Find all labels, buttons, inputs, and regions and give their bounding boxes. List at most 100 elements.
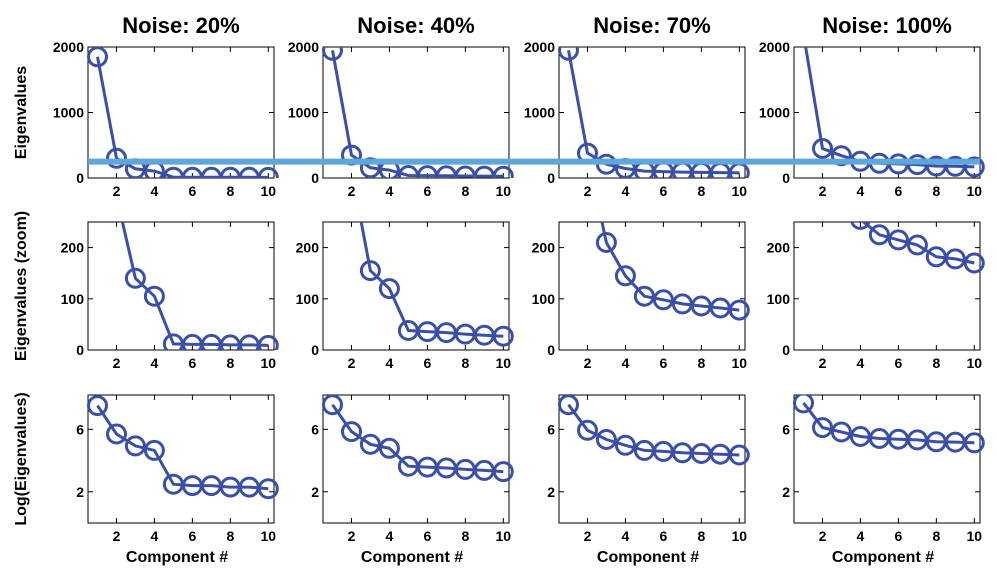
data-point	[378, 278, 400, 300]
y-tick-label: 6	[782, 421, 790, 437]
x-tick-label: 4	[386, 528, 394, 544]
x-axis-label: Component #	[597, 549, 699, 566]
panel: 0 100 200 2 4 6 8 10	[296, 221, 514, 371]
data-point	[944, 248, 966, 270]
x-tick-label: 2	[348, 355, 356, 371]
data-point	[830, 145, 852, 167]
row-ylabel: Eigenvalues (zoom)	[13, 211, 30, 361]
panel: 0 1000 2000 2 4 6 8 10	[288, 39, 514, 199]
y-tick-label: 1000	[759, 105, 790, 121]
y-tick-label: 0	[311, 170, 319, 186]
y-tick-label: 200	[61, 240, 85, 256]
x-tick-label: 2	[584, 528, 592, 544]
data-point	[106, 423, 127, 445]
panel: 0 1000 2000 2 4 6 8 10	[524, 39, 750, 199]
data-point	[322, 47, 343, 61]
y-tick-label: 1000	[524, 105, 555, 121]
x-tick-label: 4	[151, 528, 159, 544]
panel: 2 6 2 4 6 8 10	[782, 394, 985, 544]
data-point	[492, 165, 514, 178]
data-point	[257, 334, 279, 350]
data-point	[963, 432, 985, 454]
y-tick-label: 100	[767, 291, 791, 307]
data-point	[322, 395, 343, 416]
data-point	[595, 429, 617, 450]
data-point	[558, 395, 579, 416]
y-tick-label: 100	[296, 291, 320, 307]
data-point	[492, 325, 514, 347]
data-point	[850, 222, 871, 230]
x-axis-label: Component #	[126, 549, 228, 566]
data-point	[906, 234, 928, 256]
x-tick-label: 8	[697, 355, 705, 371]
data-point	[963, 252, 985, 274]
panel: 0 1000 2000 2 4 6 8 10	[759, 39, 985, 199]
x-tick-label: 6	[659, 183, 667, 199]
data-point	[812, 138, 833, 159]
x-tick-label: 8	[226, 528, 234, 544]
x-tick-label: 10	[261, 355, 277, 371]
x-tick-label: 8	[461, 183, 469, 199]
axes-frame	[87, 221, 275, 351]
x-tick-label: 10	[967, 183, 983, 199]
data-point	[887, 229, 909, 251]
x-tick-label: 2	[584, 355, 592, 371]
x-tick-label: 6	[423, 355, 431, 371]
panel: 0 100 200 2 4 6 8 10	[61, 221, 279, 371]
panel: 0 1000 2000 2 4 6 8 10	[53, 39, 279, 199]
data-point	[728, 299, 750, 321]
x-tick-label: 6	[894, 183, 902, 199]
y-tick-label: 0	[547, 170, 555, 186]
x-tick-label: 10	[496, 183, 512, 199]
y-tick-label: 2	[76, 484, 84, 500]
x-tick-label: 10	[967, 528, 983, 544]
y-tick-label: 0	[782, 170, 790, 186]
data-point	[143, 285, 165, 307]
x-tick-label: 2	[348, 183, 356, 199]
y-tick-label: 0	[547, 342, 555, 358]
series-line	[567, 50, 740, 175]
data-point	[963, 156, 985, 178]
x-tick-label: 6	[188, 183, 196, 199]
column-title: Noise: 70%	[593, 13, 710, 38]
x-axis-label: Component #	[361, 549, 463, 566]
x-tick-label: 2	[819, 528, 827, 544]
axes-frame	[558, 221, 746, 351]
panel: 2 6 2 4 6 8 10	[76, 394, 279, 544]
data-point	[577, 419, 598, 441]
data-point	[728, 444, 750, 466]
x-tick-label: 10	[496, 355, 512, 371]
row-ylabel: Eigenvalues	[13, 66, 30, 159]
x-tick-label: 4	[857, 355, 865, 371]
x-tick-label: 2	[819, 355, 827, 371]
axes-frame	[322, 394, 510, 524]
x-tick-label: 2	[113, 528, 121, 544]
data-point	[341, 421, 362, 443]
y-tick-label: 200	[767, 240, 791, 256]
data-point	[87, 47, 108, 68]
x-tick-label: 8	[461, 528, 469, 544]
x-tick-label: 4	[622, 528, 630, 544]
x-tick-label: 4	[622, 183, 630, 199]
data-point	[124, 267, 146, 289]
panel: 2 6 2 4 6 8 10	[311, 394, 514, 544]
y-tick-label: 2	[311, 484, 319, 500]
x-tick-label: 4	[386, 355, 394, 371]
data-point	[359, 260, 381, 282]
y-tick-label: 6	[76, 421, 84, 437]
axes-frame	[558, 394, 746, 524]
data-point	[359, 433, 381, 455]
data-point	[812, 417, 833, 439]
x-tick-label: 6	[659, 355, 667, 371]
series-line	[96, 404, 269, 491]
y-tick-label: 1000	[288, 105, 319, 121]
y-tick-label: 100	[61, 291, 85, 307]
data-point	[830, 421, 852, 443]
x-tick-label: 6	[423, 183, 431, 199]
column-title: Noise: 20%	[122, 13, 239, 38]
data-point	[595, 232, 617, 253]
x-tick-label: 10	[732, 528, 748, 544]
x-tick-label: 8	[697, 183, 705, 199]
x-tick-label: 8	[226, 355, 234, 371]
